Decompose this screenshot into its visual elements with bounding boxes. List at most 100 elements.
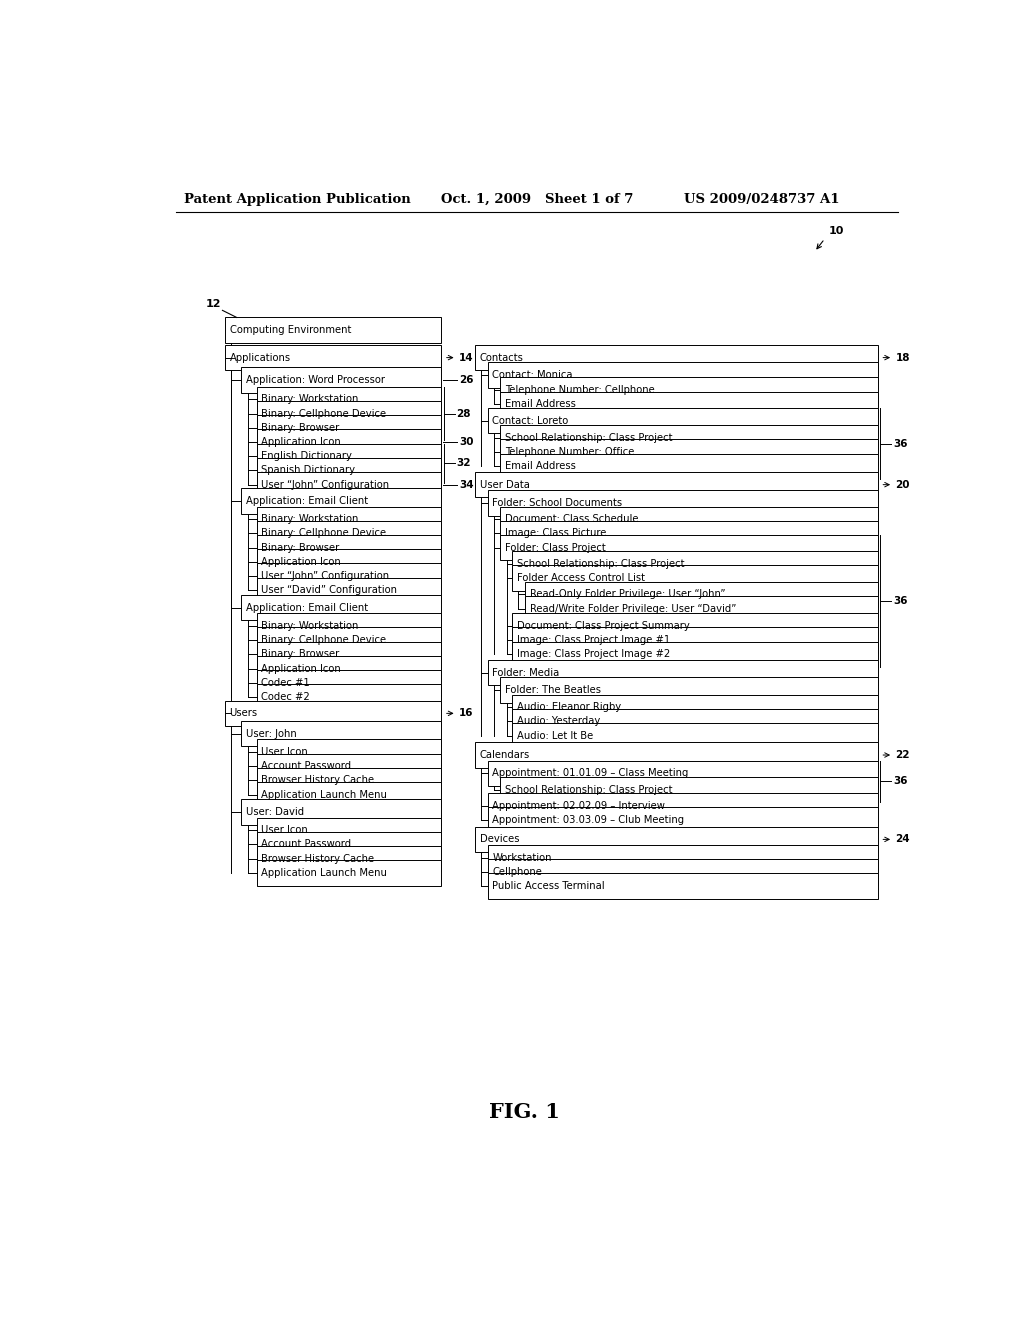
Bar	[257, 507, 441, 532]
Bar	[257, 846, 441, 871]
Text: FIG. 1: FIG. 1	[489, 1102, 560, 1122]
Text: Binary: Cellphone Device: Binary: Cellphone Device	[261, 528, 386, 539]
Text: Calendars: Calendars	[479, 750, 529, 760]
Text: Application: Word Processor: Application: Word Processor	[246, 375, 385, 385]
Bar	[487, 845, 878, 870]
Bar	[512, 552, 878, 577]
Bar	[257, 444, 441, 469]
Text: Audio: Eleanor Rigby: Audio: Eleanor Rigby	[517, 702, 621, 713]
Bar	[512, 565, 878, 591]
Text: 12: 12	[206, 300, 221, 309]
Text: User Data: User Data	[479, 479, 529, 490]
Bar	[257, 739, 441, 764]
Text: Application: Email Client: Application: Email Client	[246, 603, 369, 612]
Bar	[487, 362, 878, 388]
Bar	[257, 861, 441, 886]
Text: 18: 18	[895, 352, 910, 363]
Bar	[257, 387, 441, 412]
Text: Computing Environment: Computing Environment	[229, 325, 351, 335]
Text: User “John” Configuration: User “John” Configuration	[261, 572, 389, 581]
Text: Image: Class Picture: Image: Class Picture	[505, 528, 606, 539]
Text: Browser History Cache: Browser History Cache	[261, 775, 375, 785]
Bar	[512, 627, 878, 653]
Bar	[225, 345, 441, 371]
Text: Oct. 1, 2009   Sheet 1 of 7: Oct. 1, 2009 Sheet 1 of 7	[441, 193, 634, 206]
Bar	[487, 660, 878, 685]
Text: 36: 36	[893, 438, 907, 449]
Text: 36: 36	[893, 597, 907, 606]
Text: Document: Class Schedule: Document: Class Schedule	[505, 515, 638, 524]
Text: User Icon: User Icon	[261, 747, 308, 756]
Text: Cellphone: Cellphone	[493, 867, 542, 876]
Bar	[257, 458, 441, 483]
Text: Binary: Workstation: Binary: Workstation	[261, 395, 358, 404]
Text: Folder: Media: Folder: Media	[493, 668, 559, 677]
Bar	[487, 859, 878, 884]
Bar	[500, 392, 878, 417]
Text: 30: 30	[459, 437, 473, 447]
Text: Telephone Number: Cellphone: Telephone Number: Cellphone	[505, 385, 654, 395]
Text: Email Address: Email Address	[505, 400, 575, 409]
Text: User “David” Configuration: User “David” Configuration	[261, 585, 397, 595]
Bar	[500, 454, 878, 479]
Bar	[524, 582, 878, 607]
Bar	[242, 595, 441, 620]
Text: User “John” Configuration: User “John” Configuration	[261, 479, 389, 490]
Text: Account Password: Account Password	[261, 762, 351, 771]
Text: 22: 22	[895, 750, 910, 760]
Bar	[487, 793, 878, 818]
Text: 26: 26	[459, 375, 473, 385]
Bar	[257, 429, 441, 454]
Text: Workstation: Workstation	[493, 853, 552, 863]
Bar	[512, 642, 878, 667]
Text: Contacts: Contacts	[479, 352, 523, 363]
Text: English Dictionary: English Dictionary	[261, 451, 352, 461]
Text: Contact: Loreto: Contact: Loreto	[493, 416, 568, 425]
Bar	[225, 318, 441, 343]
Bar	[257, 414, 441, 441]
Bar	[500, 777, 878, 803]
Bar	[257, 754, 441, 779]
Text: Binary: Browser: Binary: Browser	[261, 422, 340, 433]
Bar	[257, 684, 441, 710]
Bar	[512, 723, 878, 748]
Text: Applications: Applications	[229, 352, 291, 363]
Text: Application Launch Menu: Application Launch Menu	[261, 869, 387, 878]
Text: Users: Users	[229, 709, 258, 718]
Text: 34: 34	[459, 479, 473, 490]
Text: School Relationship: Class Project: School Relationship: Class Project	[517, 558, 684, 569]
Text: Binary: Browser: Binary: Browser	[261, 649, 340, 660]
Text: School Relationship: Class Project: School Relationship: Class Project	[505, 784, 673, 795]
Bar	[242, 799, 441, 825]
Bar	[487, 408, 878, 433]
Text: 10: 10	[828, 226, 844, 236]
Bar	[512, 614, 878, 639]
Text: Audio: Yesterday: Audio: Yesterday	[517, 717, 600, 726]
Bar	[257, 671, 441, 696]
Text: 20: 20	[895, 479, 910, 490]
Bar	[487, 760, 878, 785]
Text: Application Icon: Application Icon	[261, 664, 341, 673]
Bar	[500, 507, 878, 532]
Bar	[242, 367, 441, 392]
Text: 32: 32	[457, 458, 471, 469]
Text: Image: Class Project Image #2: Image: Class Project Image #2	[517, 649, 670, 660]
Bar	[257, 656, 441, 681]
Bar	[257, 614, 441, 639]
Bar	[487, 490, 878, 516]
Bar	[257, 473, 441, 498]
Text: Binary: Cellphone Device: Binary: Cellphone Device	[261, 408, 386, 418]
Bar	[475, 345, 878, 371]
Bar	[512, 694, 878, 719]
Text: Application: Email Client: Application: Email Client	[246, 496, 369, 506]
Text: 36: 36	[893, 776, 907, 787]
Text: US 2009/0248737 A1: US 2009/0248737 A1	[684, 193, 839, 206]
Text: 28: 28	[457, 408, 471, 418]
Bar	[257, 401, 441, 426]
Text: User: John: User: John	[246, 729, 297, 739]
Bar	[257, 781, 441, 808]
Text: Application Icon: Application Icon	[261, 437, 341, 447]
Bar	[487, 808, 878, 833]
Text: Read/Write Folder Privilege: User “David”: Read/Write Folder Privilege: User “David…	[529, 603, 736, 614]
Bar	[225, 701, 441, 726]
